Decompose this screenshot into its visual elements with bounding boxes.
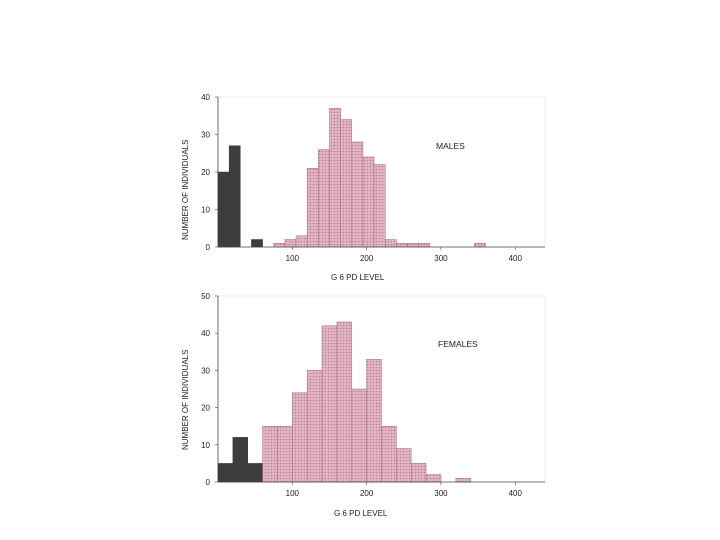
males-bar-5	[284, 239, 297, 248]
males-bar-6	[295, 235, 308, 248]
females-bar-3	[262, 425, 278, 483]
males-panel-label: MALES	[436, 141, 465, 151]
males-bar-9	[329, 108, 341, 248]
males-bar-2	[251, 239, 263, 248]
males-bar-14	[384, 239, 397, 248]
females-bar-11	[381, 425, 397, 483]
females-y-tick-0: 0	[206, 478, 211, 487]
males-bar-1	[228, 145, 241, 248]
males-bar-18	[474, 243, 486, 248]
males-x-tick-100: 100	[286, 254, 300, 263]
males-y-tick-30: 30	[201, 131, 210, 140]
females-bar-4	[277, 425, 293, 483]
males-bar-11	[351, 141, 364, 248]
females-bar-6	[306, 370, 323, 483]
males-y-axis-label: NUMBER OF INDIVIDUALS	[181, 140, 190, 240]
males-bar-10	[340, 119, 353, 248]
females-x-tick-400: 400	[509, 489, 523, 498]
females-bar-8	[336, 321, 353, 483]
females-panel-label: FEMALES	[438, 339, 478, 349]
females-bar-16	[455, 478, 471, 483]
females-x-tick-200: 200	[360, 489, 374, 498]
males-y-tick-40: 40	[201, 93, 210, 102]
males-bar-7	[306, 168, 319, 248]
males-bar-8	[318, 149, 330, 248]
males-y-tick-10: 10	[201, 206, 210, 215]
females-bar-0	[217, 463, 234, 483]
males-bar-15	[396, 243, 408, 248]
females-bar-10	[366, 358, 382, 483]
males-bar-16	[407, 243, 419, 248]
males-histogram-panel: MALES G 6 PD LEVEL NUMBER OF INDIVIDUALS…	[181, 93, 546, 282]
females-bar-13	[410, 463, 427, 483]
males-bar-13	[373, 164, 386, 248]
males-x-tick-200: 200	[360, 254, 374, 263]
females-bar-7	[321, 325, 338, 483]
females-bar-12	[396, 448, 412, 483]
females-y-tick-40: 40	[201, 329, 210, 338]
females-y-tick-30: 30	[201, 366, 210, 375]
females-bar-9	[351, 388, 367, 483]
females-y-tick-10: 10	[201, 441, 210, 450]
females-x-tick-300: 300	[434, 489, 448, 498]
males-bar-0	[217, 171, 230, 248]
males-bar-4	[273, 243, 286, 248]
males-y-tick-0: 0	[206, 243, 211, 252]
males-x-tick-400: 400	[509, 254, 523, 263]
females-bar-14	[425, 474, 442, 483]
females-y-tick-50: 50	[201, 292, 210, 301]
females-bar-1	[232, 437, 248, 483]
females-x-tick-100: 100	[286, 489, 300, 498]
females-x-axis-label: G 6 PD LEVEL	[334, 509, 388, 518]
females-bar-2	[247, 463, 263, 483]
males-x-tick-300: 300	[434, 254, 448, 263]
males-y-tick-20: 20	[201, 168, 210, 177]
males-bar-17	[418, 243, 431, 248]
males-x-axis-label: G 6 PD LEVEL	[331, 273, 385, 282]
females-histogram-panel: FEMALES G 6 PD LEVEL NUMBER OF INDIVIDUA…	[181, 292, 546, 518]
females-bar-5	[292, 392, 308, 483]
females-y-axis-label: NUMBER OF INDIVIDUALS	[181, 350, 190, 450]
males-bar-12	[362, 156, 375, 248]
females-y-tick-20: 20	[201, 404, 210, 413]
